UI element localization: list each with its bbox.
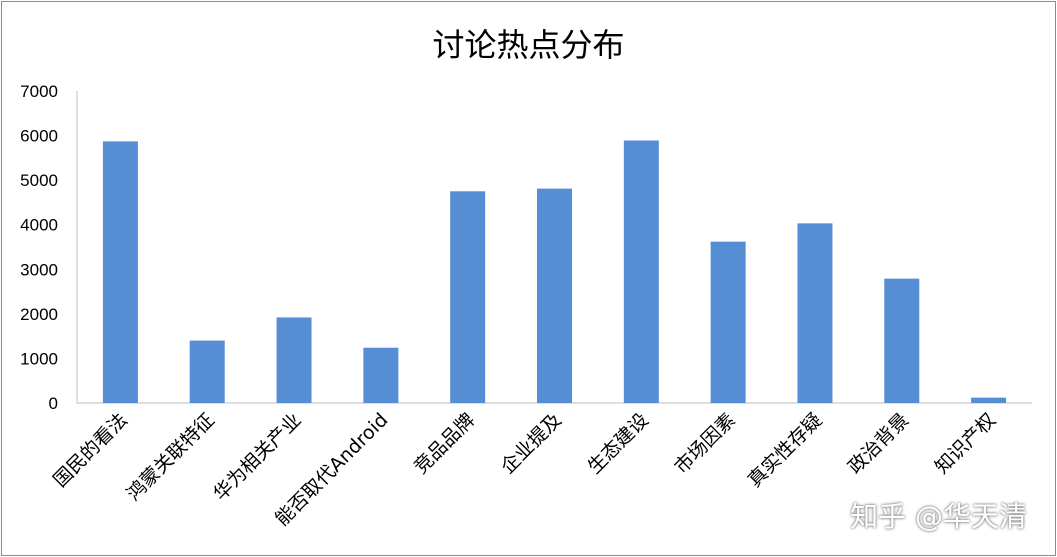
watermark: 知乎 @华天清 (850, 500, 1027, 533)
x-tick-label: 市场因素 (670, 409, 739, 478)
bar (450, 191, 486, 403)
x-tick-label: 政治背景 (844, 409, 913, 478)
x-tick-label: 竞品品牌 (410, 409, 479, 478)
y-tick-label: 0 (49, 394, 58, 413)
x-tick-label: 华为相关产业 (209, 409, 305, 505)
y-tick-label: 2000 (20, 305, 58, 324)
x-tick-label: 企业提及 (497, 409, 566, 478)
x-tick-label: 真实性存疑 (744, 409, 827, 492)
bar (797, 223, 833, 403)
y-tick-label: 1000 (20, 349, 58, 368)
y-tick-label: 6000 (20, 127, 58, 146)
x-tick-label: 鸿蒙关联特征 (123, 409, 219, 505)
bar (537, 188, 572, 403)
bar (884, 278, 920, 403)
chart-title: 讨论热点分布 (432, 26, 625, 64)
y-tick-label: 7000 (20, 82, 58, 101)
bar (363, 347, 399, 403)
bar (623, 140, 659, 403)
y-tick-label: 4000 (20, 216, 58, 235)
y-tick-label: 3000 (20, 260, 58, 279)
bar (189, 340, 225, 403)
x-tick-label: 国民的看法 (49, 409, 132, 492)
bar (971, 397, 1007, 403)
bar (710, 241, 746, 403)
bar (102, 141, 138, 403)
bar (276, 317, 312, 403)
x-tick-label: 知识产权 (931, 409, 1000, 478)
x-tick-label: 生态建设 (584, 409, 653, 478)
y-tick-label: 5000 (20, 171, 58, 190)
